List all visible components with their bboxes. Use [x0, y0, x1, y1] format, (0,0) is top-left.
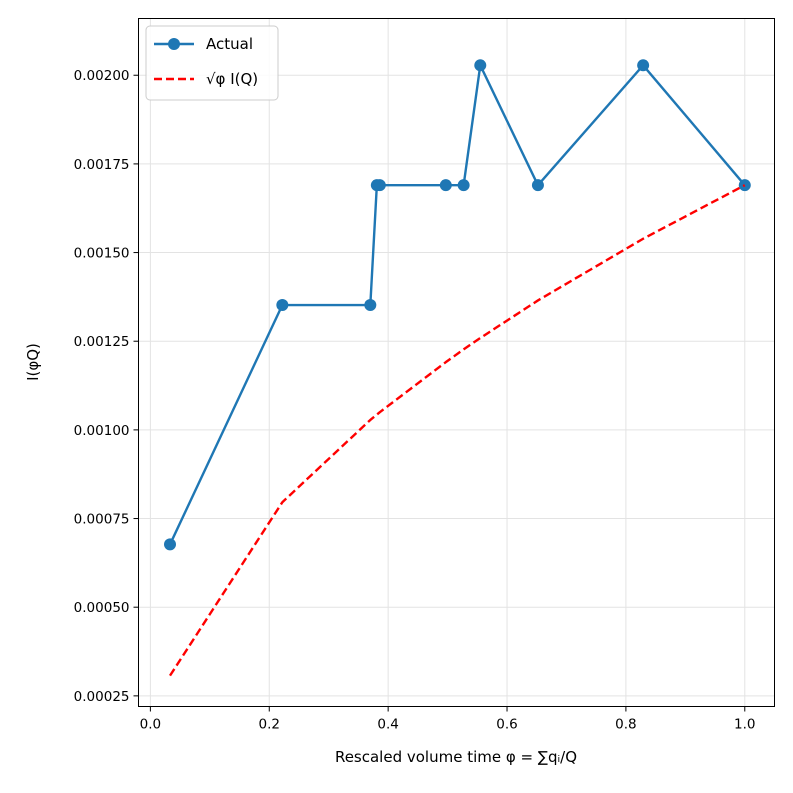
y-tick-label: 0.00125 [74, 334, 130, 350]
legend-actual-marker [168, 38, 180, 50]
series-actual-line [168, 64, 746, 545]
x-tick-label: 1.0 [734, 717, 755, 733]
series-actual-point [164, 538, 177, 551]
y-axis-label: I(φQ) [24, 343, 42, 381]
y-tick-label: 0.00075 [74, 512, 130, 528]
series-actual-point [457, 179, 470, 192]
x-axis-label: Rescaled volume time φ = ∑qᵢ/Q [335, 748, 577, 766]
y-tick-label: 0.00150 [74, 246, 130, 262]
x-tick-label: 0.8 [615, 717, 636, 733]
y-tick-label: 0.00175 [74, 157, 130, 173]
series-layer [164, 59, 751, 677]
y-tick-label: 0.00100 [74, 423, 130, 439]
series-actual-point [637, 59, 650, 72]
y-tick-label: 0.00025 [74, 689, 130, 705]
series-actual-point [364, 299, 377, 312]
x-tick-label: 0.2 [259, 717, 280, 733]
x-tick-label: 0.4 [377, 717, 398, 733]
grid [138, 18, 775, 707]
series-actual-point [474, 59, 487, 72]
legend-actual-label: Actual [206, 35, 253, 53]
x-tick-label: 0.6 [496, 717, 517, 733]
y-tick-label: 0.00050 [74, 600, 130, 616]
series-actual-point [373, 179, 386, 192]
plot-frame [138, 18, 775, 707]
series-actual-point [276, 299, 289, 312]
x-tick-label: 0.0 [140, 717, 161, 733]
legend: Actual √φ I(Q) [145, 25, 279, 101]
y-tick-label: 0.00200 [74, 68, 130, 84]
axes: 0.0 0.2 0.4 0.6 0.8 1.0 0.00025 0.00050 0.00075 0… [74, 68, 756, 732]
series-actual-point [439, 179, 452, 192]
series-sqrt-phi-line [168, 184, 746, 677]
series-actual-point [738, 179, 751, 192]
series-actual-point [531, 179, 544, 192]
legend-sqrt-label: √φ I(Q) [206, 70, 258, 88]
